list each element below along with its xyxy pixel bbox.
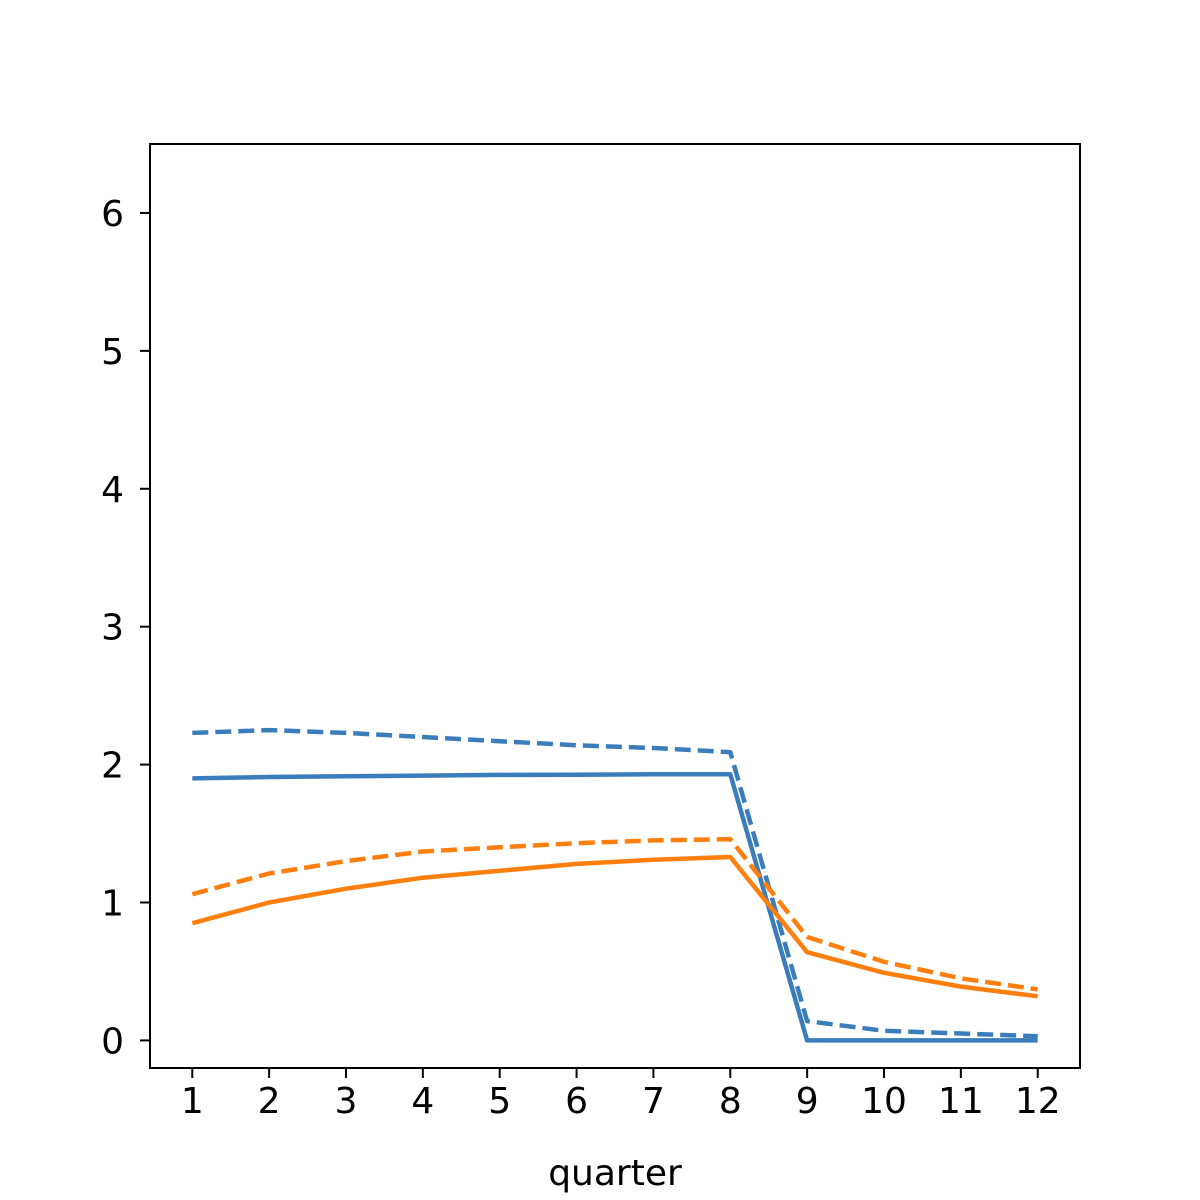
series-line-4	[191, 836, 1039, 992]
x-tick-label: 12	[1015, 1081, 1061, 1122]
y-tick-label: 6	[101, 194, 124, 235]
x-tick-label: 9	[796, 1081, 819, 1122]
y-tick-label: 2	[101, 746, 124, 787]
x-tick-label: 3	[335, 1081, 358, 1122]
series-layer	[191, 727, 1039, 1043]
x-tick-label: 2	[258, 1081, 281, 1122]
series-line-3	[191, 854, 1038, 999]
x-tick-label: 5	[488, 1081, 511, 1122]
y-tick-label: 5	[101, 332, 124, 373]
x-tick-label: 7	[642, 1081, 665, 1122]
x-tick-label: 8	[719, 1081, 742, 1122]
x-tick-label: 10	[861, 1081, 907, 1122]
y-tick-label: 0	[101, 1021, 124, 1062]
y-tick-label: 4	[101, 470, 124, 511]
series-line-2	[192, 727, 1038, 1039]
y-axis-ticks: 0 1 2 3 4 5 6	[101, 194, 150, 1062]
plot-frame	[149, 143, 1081, 1069]
x-axis-ticks: 1 2 3 4 5 6 7 8 9 10 11 12	[181, 1068, 1061, 1122]
x-tick-label: 1	[181, 1081, 204, 1122]
x-tick-label: 11	[938, 1081, 984, 1122]
x-axis-label: quarter	[548, 1153, 682, 1194]
x-tick-label: 4	[411, 1081, 434, 1122]
x-tick-label: 6	[565, 1081, 588, 1122]
y-tick-label: 1	[101, 884, 124, 925]
y-tick-label: 3	[101, 608, 124, 649]
series-line-1	[192, 772, 1038, 1043]
